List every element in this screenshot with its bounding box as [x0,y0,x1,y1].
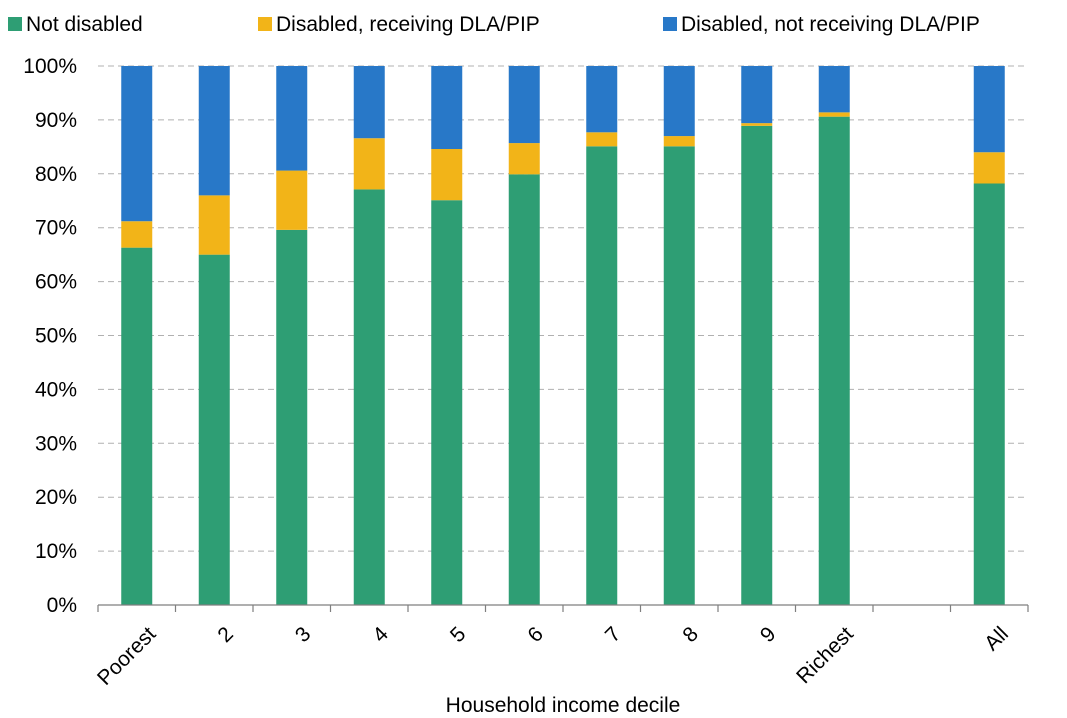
x-tick-labels: Poorest 2 3 4 5 6 7 8 9 Richest All [93,622,1013,690]
bar-segment-not-disabled [276,229,308,605]
bar-segment-disabled-receiving [431,149,463,201]
x-tick-label: Richest [792,622,858,688]
bar-segment-not-disabled [431,200,463,605]
bar-segment-not-disabled [198,254,230,605]
legend-swatch [258,17,272,31]
gridlines [98,65,1028,552]
bar-segment-disabled-not-receiving [818,66,850,113]
y-tick-label: 50% [35,325,77,348]
x-tick-label: 3 [291,622,316,647]
bar-segment-disabled-receiving [586,132,618,147]
x-tick-label: 8 [678,622,703,647]
legend-label: Disabled, receiving DLA/PIP [276,13,540,36]
bar-segment-not-disabled [353,189,385,605]
bar-segment-not-disabled [121,247,153,605]
bar-segment-disabled-not-receiving [741,66,773,124]
x-tick-label: Poorest [93,622,161,690]
bar-segment-disabled-not-receiving [973,66,1005,153]
x-tick-label: 6 [523,622,548,647]
bar-segment-not-disabled [586,146,618,605]
x-axis-title: Household income decile [446,694,681,717]
y-tick-label: 100% [23,55,77,78]
x-tick-label: All [980,622,1013,655]
bar-segment-disabled-not-receiving [353,66,385,139]
bar-segment-not-disabled [663,146,695,605]
bar-segment-disabled-receiving [818,112,850,117]
bar-segment-disabled-receiving [353,138,385,190]
bar-segment-disabled-not-receiving [431,66,463,150]
y-tick-label: 60% [35,271,77,294]
bar-segment-disabled-receiving [973,152,1005,184]
y-tick-labels: 0% 10% 20% 30% 40% 50% 60% 70% 80% 90% 100% [23,55,77,617]
bar-segment-disabled-receiving [663,136,695,147]
bar-segment-disabled-not-receiving [663,66,695,137]
legend: Not disabled Disabled, receiving DLA/PIP D… [8,13,980,36]
x-tick-label: 9 [756,622,781,647]
y-tick-label: 0% [47,594,77,617]
y-tick-label: 40% [35,378,77,401]
bar-segment-disabled-receiving [121,221,153,248]
legend-swatch [8,17,22,31]
legend-swatch [663,17,677,31]
bar-segment-disabled-not-receiving [121,66,153,222]
x-tick-label: 2 [213,622,238,647]
axes [97,604,1029,612]
bar-segment-not-disabled [741,125,773,605]
bar-segment-disabled-not-receiving [508,66,540,144]
bar-segment-disabled-receiving [508,143,540,175]
y-tick-label: 80% [35,163,77,186]
y-tick-label: 90% [35,109,77,132]
x-tick-label: 7 [601,622,626,647]
y-tick-label: 30% [35,432,77,455]
bars [121,66,1005,606]
y-tick-label: 10% [35,540,77,563]
bar-segment-disabled-receiving [741,123,773,126]
y-tick-label: 70% [35,217,77,240]
bar-segment-not-disabled [973,183,1005,605]
bar-segment-not-disabled [508,174,540,606]
bar-segment-disabled-receiving [276,170,308,230]
bar-segment-disabled-not-receiving [198,66,230,196]
y-tick-label: 20% [35,486,77,509]
legend-label: Disabled, not receiving DLA/PIP [681,13,980,36]
x-tick-label: 5 [446,622,471,647]
x-tick-label: 4 [368,622,393,647]
bar-segment-disabled-not-receiving [276,66,308,171]
bar-segment-disabled-receiving [198,195,230,255]
bar-segment-disabled-not-receiving [586,66,618,133]
legend-label: Not disabled [26,13,143,36]
bar-segment-not-disabled [818,116,850,605]
